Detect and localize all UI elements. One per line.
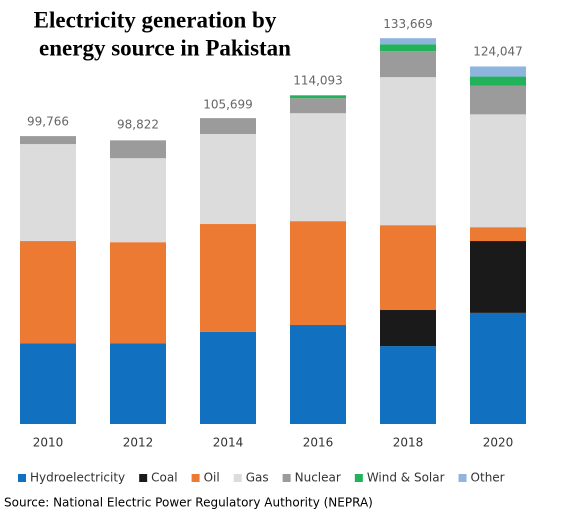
legend-label: Wind & Solar: [367, 471, 445, 485]
bar-segment: [470, 241, 526, 313]
bar-segment: [380, 225, 436, 311]
x-tick-label: 2012: [123, 436, 154, 450]
bar-segment: [470, 114, 526, 228]
bar-segment: [20, 241, 76, 344]
bar-segment: [200, 224, 256, 332]
bar-segment: [200, 133, 256, 225]
bar-segment: [110, 140, 166, 159]
legend-label: Other: [471, 471, 505, 485]
bar-segment: [20, 136, 76, 145]
x-tick-label: 2016: [303, 436, 334, 450]
legend-label: Oil: [204, 471, 220, 485]
bar-segment: [380, 346, 436, 424]
bar-segment: [380, 38, 436, 45]
bar-segment: [470, 85, 526, 115]
total-label: 98,822: [117, 117, 159, 131]
legend-label: Nuclear: [295, 471, 341, 485]
legend-swatch: [354, 474, 363, 482]
legend-swatch: [282, 474, 291, 482]
chart-title: Electricity generation by: [34, 7, 277, 32]
legend-label: Coal: [151, 471, 177, 485]
total-label: 114,093: [293, 73, 343, 87]
legend-swatch: [191, 474, 200, 482]
bar-segment: [110, 242, 166, 344]
chart-title: energy source in Pakistan: [39, 35, 291, 60]
bar-segment: [200, 118, 256, 134]
bar-segment: [380, 310, 436, 347]
bar-segment: [380, 77, 436, 226]
bar-segment: [20, 343, 76, 424]
legend-label: Hydroelectricity: [30, 471, 125, 485]
source: Source: National Electric Power Regulato…: [4, 496, 373, 510]
bar-segment: [380, 51, 436, 78]
bar-segment: [470, 312, 526, 424]
legend-swatch: [458, 474, 467, 482]
bar-segment: [200, 331, 256, 424]
legend-swatch: [139, 474, 148, 482]
x-tick-label: 2018: [393, 436, 424, 450]
bar-segment: [470, 227, 526, 242]
total-label: 99,766: [27, 115, 69, 129]
bar-segment: [110, 343, 166, 424]
legend-swatch: [233, 474, 242, 482]
total-label: 105,699: [203, 97, 253, 111]
bar-segment: [380, 44, 436, 52]
bar-segment: [290, 325, 346, 424]
bar-segment: [110, 158, 166, 243]
bar-segment: [290, 98, 346, 114]
bar-segment: [290, 95, 346, 99]
x-tick-label: 2020: [483, 436, 514, 450]
legend-label: Gas: [246, 471, 269, 485]
bar-segment: [20, 144, 76, 242]
bar-segment: [470, 76, 526, 86]
bar-segment: [290, 113, 346, 222]
legend-swatch: [18, 474, 26, 482]
x-tick-label: 2010: [33, 436, 64, 450]
x-tick-label: 2014: [213, 436, 244, 450]
bar-segment: [470, 66, 526, 77]
total-label: 124,047: [473, 45, 523, 59]
bar-segment: [290, 221, 346, 326]
total-label: 133,669: [383, 17, 433, 31]
